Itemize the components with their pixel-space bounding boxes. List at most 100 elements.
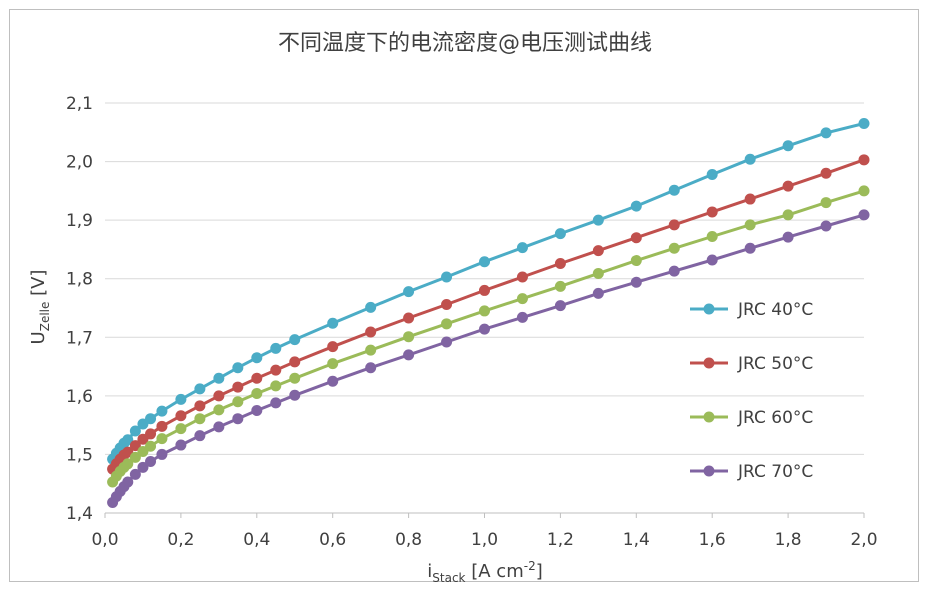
- x-tick-label: 0,8: [395, 530, 422, 550]
- data-point: [403, 286, 415, 298]
- data-point: [270, 364, 282, 376]
- data-point: [668, 184, 680, 196]
- data-point: [820, 127, 832, 139]
- data-point: [744, 153, 756, 165]
- data-point: [403, 349, 415, 361]
- data-point: [592, 287, 604, 299]
- data-point: [194, 383, 206, 395]
- data-point: [782, 180, 794, 192]
- data-point: [365, 344, 377, 356]
- data-point: [744, 193, 756, 205]
- series-4: [107, 209, 870, 508]
- gridlines: [105, 102, 864, 455]
- x-tick-label: 1,8: [775, 530, 802, 550]
- x-tick-label: 0,6: [319, 530, 346, 550]
- data-point: [592, 267, 604, 279]
- x-tick-labels: 0,0 0,2 0,4 0,6 0,8 1,0 1,2 1,4 1,6 1,8 2,0: [91, 530, 877, 550]
- data-point: [129, 468, 141, 480]
- data-point: [175, 423, 187, 435]
- x-tick-label: 1,4: [623, 530, 650, 550]
- data-point: [668, 219, 680, 231]
- data-point: [145, 413, 157, 425]
- data-point: [858, 118, 870, 129]
- data-point: [327, 358, 339, 370]
- data-point: [516, 311, 528, 323]
- data-point: [858, 209, 870, 221]
- data-point: [213, 390, 225, 402]
- data-point: [630, 255, 642, 267]
- legend: JRC 40°C JRC 50°C JRC 60°C JRC 70°C: [690, 300, 813, 482]
- chart-title: 不同温度下的电流密度@电压测试曲线: [278, 31, 652, 56]
- data-point: [441, 271, 453, 283]
- legend-label: JRC 70°C: [737, 462, 813, 482]
- data-point: [270, 380, 282, 392]
- data-point: [479, 305, 490, 317]
- data-point: [213, 372, 225, 384]
- data-point: [479, 256, 490, 268]
- data-point: [156, 405, 168, 417]
- data-point: [820, 197, 832, 209]
- legend-label: JRC 50°C: [737, 354, 813, 374]
- data-point: [175, 410, 187, 422]
- data-point: [156, 448, 168, 460]
- data-point: [403, 331, 415, 343]
- data-point: [194, 413, 206, 425]
- data-point: [145, 440, 157, 452]
- data-point: [554, 280, 566, 292]
- series-2: [107, 154, 870, 475]
- data-point: [554, 300, 566, 312]
- data-point: [782, 231, 794, 243]
- data-point: [122, 434, 134, 446]
- data-point: [479, 284, 490, 296]
- data-point: [213, 404, 225, 416]
- data-point: [122, 476, 134, 488]
- data-point: [630, 200, 642, 212]
- data-point: [668, 242, 680, 254]
- data-point: [175, 393, 187, 405]
- x-tick-label: 0,4: [243, 530, 270, 550]
- data-point: [129, 451, 141, 463]
- data-point: [327, 341, 339, 353]
- data-point: [122, 458, 134, 470]
- data-point: [744, 219, 756, 231]
- data-point: [270, 342, 282, 354]
- data-point: [137, 461, 149, 473]
- data-point: [270, 397, 282, 409]
- data-point: [516, 293, 528, 305]
- legend-entry: JRC 70°C: [690, 462, 813, 482]
- series-line: [111, 189, 865, 483]
- data-point: [251, 372, 263, 384]
- y-tick-label: 2,0: [66, 153, 93, 173]
- data-point: [479, 323, 490, 335]
- data-point: [327, 317, 339, 329]
- legend-marker: [703, 357, 715, 369]
- legend-label: JRC 40°C: [737, 300, 813, 320]
- data-point: [516, 242, 528, 254]
- x-tick-label: 0,0: [91, 530, 118, 550]
- x-tick-label: 0,2: [167, 530, 194, 550]
- data-point: [129, 440, 141, 452]
- legend-marker: [703, 465, 715, 477]
- data-point: [145, 428, 157, 440]
- y-tick-label: 1,5: [66, 445, 93, 465]
- data-point: [327, 375, 339, 387]
- y-tick-label: 2,1: [66, 94, 93, 114]
- data-point: [630, 276, 642, 288]
- data-point: [441, 298, 453, 310]
- y-tick-label: 1,4: [66, 504, 93, 524]
- legend-marker: [703, 411, 715, 423]
- data-point: [744, 242, 756, 254]
- legend-entry: JRC 50°C: [690, 354, 813, 374]
- data-point: [251, 405, 263, 416]
- data-point: [403, 312, 415, 324]
- y-tick-label: 1,7: [66, 328, 93, 348]
- data-point: [706, 206, 718, 218]
- data-point: [156, 433, 168, 445]
- data-point: [232, 381, 244, 393]
- data-point: [194, 430, 206, 442]
- x-tick-label: 2,0: [850, 530, 877, 550]
- x-axis-label: iStack [A cm-2]: [427, 559, 542, 585]
- series-group: [107, 118, 870, 508]
- data-point: [441, 336, 453, 348]
